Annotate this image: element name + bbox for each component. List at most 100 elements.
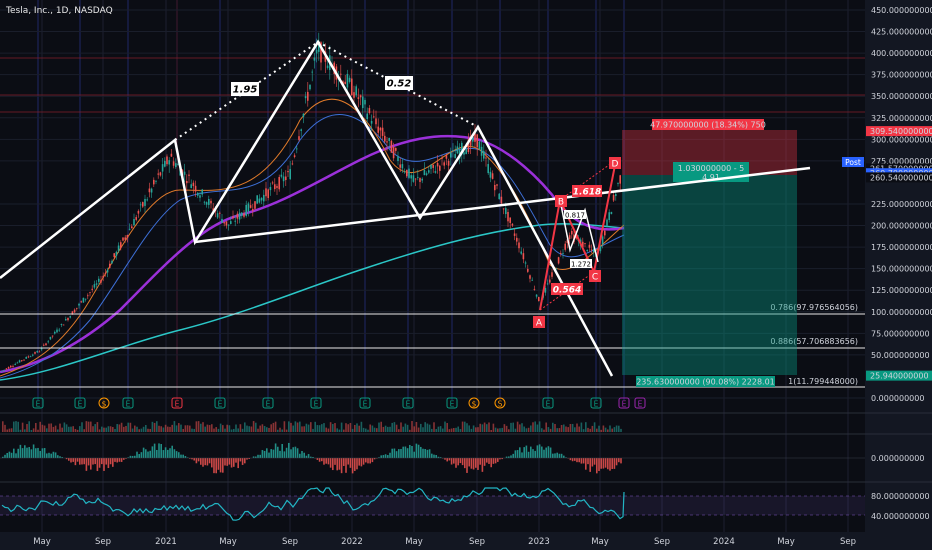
candle-body <box>544 287 547 293</box>
volume-bar <box>406 424 409 432</box>
macd-bar <box>37 447 39 458</box>
dividend-marker[interactable] <box>494 397 506 409</box>
macd-bar <box>112 458 114 467</box>
macd-bar <box>8 451 11 458</box>
volume-bar <box>338 429 341 432</box>
neckline[interactable] <box>194 166 811 244</box>
earnings-marker[interactable] <box>590 397 602 409</box>
candle-body <box>610 211 613 215</box>
volume-bar <box>19 429 22 432</box>
macd-bar <box>85 458 88 471</box>
ratio-line-1 <box>174 41 319 141</box>
macd-bar <box>87 458 90 466</box>
abcd-pattern-lines[interactable] <box>539 159 617 311</box>
volume-bar <box>490 429 492 432</box>
macd-bar <box>593 458 596 465</box>
macd-bar <box>574 458 576 461</box>
price-tick-label: 300.000000000 <box>871 135 932 144</box>
volume-bar <box>230 429 233 432</box>
candle-body <box>557 257 560 264</box>
candle-body <box>370 120 373 124</box>
candle-body <box>366 113 368 120</box>
price-tick-label: 375.000000000 <box>871 71 932 80</box>
volume-bar <box>244 422 246 432</box>
macd-bar <box>534 450 536 458</box>
candle-body <box>456 146 459 154</box>
volume-bar <box>347 424 349 432</box>
earnings-marker[interactable] <box>618 397 630 409</box>
candle-body <box>483 150 485 159</box>
macd-bar <box>501 458 503 460</box>
macd-bar <box>125 458 127 459</box>
volume-bar <box>109 426 112 432</box>
candle-body <box>18 360 21 363</box>
macd-bar <box>591 458 594 467</box>
earnings-marker[interactable] <box>402 397 414 409</box>
volume-bar <box>585 422 587 432</box>
candle-body <box>27 356 30 358</box>
macd-bar <box>15 453 17 458</box>
earnings-marker[interactable] <box>359 397 371 409</box>
earnings-marker[interactable] <box>542 397 554 409</box>
entry-sublabel: 4.91 <box>702 173 720 182</box>
macd-bar <box>578 458 580 463</box>
volume-bar <box>580 422 583 432</box>
price-tick-label: 200.000000000 <box>871 222 932 231</box>
point-b[interactable]: B <box>555 195 567 208</box>
volume-bar <box>125 425 127 432</box>
macd-bar <box>589 458 591 472</box>
candle-body <box>126 235 129 238</box>
macd-bar <box>301 451 303 458</box>
macd-bar <box>105 458 107 465</box>
candle-body <box>584 243 586 244</box>
volume-bar <box>285 429 288 432</box>
event-marker-label: $ <box>472 400 477 409</box>
macd-bar <box>439 457 442 458</box>
earnings-marker[interactable] <box>262 397 274 409</box>
macd-bar <box>184 456 187 458</box>
earnings-marker[interactable] <box>310 397 322 409</box>
candle-body <box>568 235 571 239</box>
candle-body <box>73 309 76 313</box>
earnings-marker[interactable] <box>74 397 86 409</box>
candle-body <box>247 203 250 212</box>
candle-body <box>265 188 267 197</box>
macd-bar <box>219 458 222 473</box>
candle-body <box>104 272 107 274</box>
candle-body <box>188 174 190 176</box>
volume-bar <box>65 424 68 432</box>
earnings-marker[interactable] <box>446 397 458 409</box>
volume-bar <box>28 421 30 432</box>
point-c[interactable]: C <box>589 270 601 283</box>
volume-bar <box>252 421 255 432</box>
earnings-marker[interactable] <box>32 397 44 409</box>
volume-bar <box>336 428 338 432</box>
volume-bar <box>565 426 567 432</box>
volume-bar <box>94 424 96 432</box>
earnings-marker[interactable] <box>634 397 646 409</box>
macd-bar <box>545 447 547 458</box>
volume-bar <box>279 427 281 432</box>
event-marker-label: E <box>36 400 41 409</box>
macd-bar <box>255 456 257 458</box>
macd-bar <box>35 448 37 458</box>
earnings-marker[interactable] <box>171 397 183 409</box>
point-d[interactable]: D <box>609 157 621 170</box>
candle-body <box>463 152 465 155</box>
dividend-marker[interactable] <box>468 397 480 409</box>
candle-body <box>311 71 313 73</box>
candle-body <box>157 173 159 175</box>
earnings-marker[interactable] <box>122 397 134 409</box>
volume-bar <box>39 421 41 432</box>
volume-bar <box>274 421 277 432</box>
volume-bar <box>574 427 576 432</box>
point-a[interactable]: A <box>533 316 545 329</box>
reward-zone[interactable] <box>622 175 797 375</box>
dividend-marker[interactable] <box>98 397 110 409</box>
earnings-marker[interactable] <box>214 397 226 409</box>
candle-body <box>87 295 89 297</box>
volume-bar <box>373 427 376 432</box>
volume-bar <box>486 424 488 432</box>
volume-bar <box>52 426 55 432</box>
